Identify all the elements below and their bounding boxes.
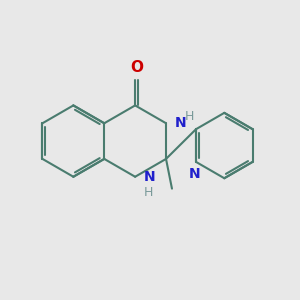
Text: N: N: [174, 116, 186, 130]
Text: N: N: [143, 170, 155, 184]
Text: H: H: [184, 110, 194, 123]
Text: O: O: [130, 60, 143, 75]
Text: H: H: [143, 186, 153, 199]
Text: N: N: [189, 167, 200, 181]
